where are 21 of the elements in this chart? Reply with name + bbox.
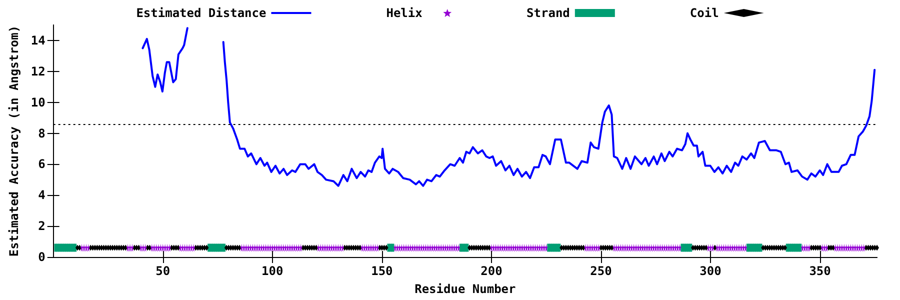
x-tick-label: 300 xyxy=(700,264,722,278)
y-tick-label: 6 xyxy=(38,157,46,172)
x-tick-label: 200 xyxy=(480,264,502,278)
y-tick-label: 14 xyxy=(30,33,46,48)
x-tick-label: 100 xyxy=(262,264,284,278)
y-tick-label: 8 xyxy=(38,126,46,140)
legend-label: Strand xyxy=(526,6,570,20)
y-axis-title: Estimated Accuracy (in Angstrom) xyxy=(7,25,21,257)
legend-label: Coil xyxy=(690,6,719,20)
legend-label: Helix xyxy=(386,6,422,20)
legend-label: Estimated Distance xyxy=(136,6,266,20)
y-tick-label: 12 xyxy=(30,64,46,78)
y-tick-label: 10 xyxy=(30,95,46,110)
y-tick-label: 4 xyxy=(38,188,46,202)
x-tick-label: 50 xyxy=(156,264,170,278)
x-tick-label: 150 xyxy=(371,264,393,278)
y-tick-label: 0 xyxy=(38,250,46,264)
x-tick-label: 350 xyxy=(809,264,831,278)
x-axis-title: Residue Number xyxy=(414,282,516,296)
y-tick-label: 2 xyxy=(38,219,46,234)
x-tick-label: 250 xyxy=(590,264,612,278)
